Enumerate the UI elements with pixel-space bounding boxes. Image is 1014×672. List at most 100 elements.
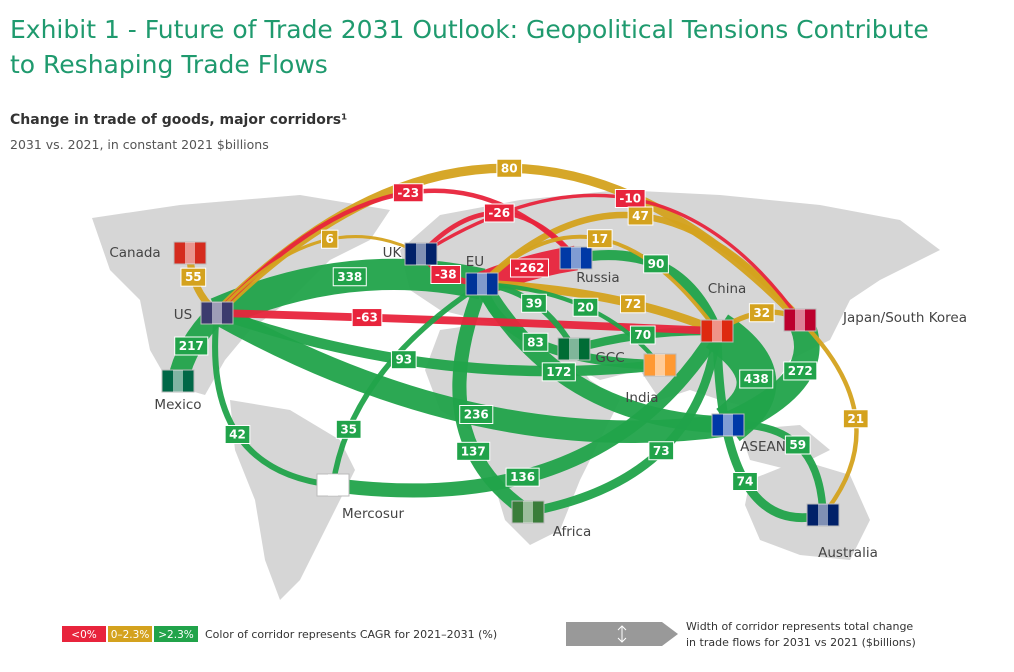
- flag-detail: [655, 354, 665, 376]
- legend: Color of corridor represents CAGR for 20…: [62, 620, 916, 649]
- value-text: 55: [185, 270, 202, 284]
- regions: Canada US Mexico UK EU Russia China Japan/South…: [109, 241, 967, 561]
- value-box: [629, 325, 656, 345]
- value-box: [521, 293, 547, 313]
- value-text: 72: [624, 297, 641, 311]
- value-label: 137: [456, 441, 491, 461]
- value-text: 236: [464, 408, 489, 422]
- value-text: 338: [337, 270, 362, 284]
- flag-detail: [212, 302, 222, 324]
- legend-note: Color of corridor represents CAGR for 20…: [205, 628, 497, 641]
- flag-detail: [795, 309, 805, 331]
- value-box: [784, 435, 811, 455]
- value-text: -23: [397, 186, 419, 200]
- flag-detail: [569, 338, 579, 360]
- region-label: Russia: [576, 270, 619, 286]
- value-text: -38: [435, 268, 457, 282]
- value-box: [572, 297, 599, 317]
- flag-detail: [712, 320, 722, 342]
- value-box: [586, 229, 613, 249]
- title-line: Exhibit 1 - Future of Trade 2031 Outlook…: [10, 15, 929, 44]
- legend-note: in trade flows for 2031 vs 2021 ($billio…: [686, 636, 916, 649]
- value-text: 80: [501, 161, 518, 175]
- value-box: [783, 361, 818, 381]
- value-label: 35: [335, 419, 362, 439]
- value-label: 42: [224, 425, 251, 444]
- value-box: [505, 467, 540, 487]
- region-label: Canada: [109, 245, 160, 261]
- value-text: 272: [788, 364, 813, 378]
- value-box: [459, 405, 494, 424]
- value-box: [739, 369, 774, 389]
- value-text: 90: [648, 257, 665, 271]
- legend-swatch: [108, 626, 152, 642]
- value-text: 217: [179, 339, 204, 353]
- flag-detail: [818, 504, 828, 526]
- value-label: -38: [430, 265, 462, 284]
- value-text: 59: [789, 438, 806, 452]
- value-label: 72: [619, 294, 646, 314]
- value-box: [180, 267, 207, 287]
- value-label: 338: [332, 267, 367, 287]
- region-label: UK: [383, 245, 403, 261]
- value-label: -23: [392, 183, 424, 203]
- flag-detail: [477, 273, 487, 295]
- corridor: [215, 308, 661, 377]
- value-box: [732, 472, 758, 491]
- region-label: Mexico: [154, 397, 201, 413]
- value-label: 70: [629, 325, 656, 345]
- value-text: -10: [619, 192, 641, 206]
- value-text: -262: [514, 261, 544, 275]
- value-label: 438: [739, 369, 774, 389]
- value-label: -63: [351, 308, 383, 328]
- value-text: 39: [526, 296, 543, 310]
- value-label: 80: [496, 158, 523, 178]
- corridor: [330, 281, 484, 486]
- value-label: 32: [748, 303, 775, 323]
- value-box: [351, 308, 383, 328]
- value-text: 73: [653, 444, 670, 458]
- value-text: 6: [326, 232, 334, 246]
- value-text: -26: [488, 206, 510, 220]
- value-box: [522, 332, 549, 352]
- value-box: [541, 362, 576, 382]
- value-text: 20: [577, 300, 594, 314]
- value-label: 20: [572, 297, 599, 317]
- value-box: [390, 350, 417, 370]
- value-label: 59: [784, 435, 811, 455]
- value-label: 83: [522, 332, 549, 352]
- value-label: -262: [509, 258, 550, 278]
- value-box: [648, 441, 675, 461]
- value-box: [619, 294, 646, 314]
- value-label: 90: [643, 254, 669, 274]
- value-label: 172: [541, 362, 576, 382]
- value-text: 438: [744, 372, 769, 386]
- flag-detail: [571, 247, 581, 269]
- value-text: 70: [634, 328, 651, 342]
- value-label: 217: [174, 336, 209, 356]
- value-label: 47: [627, 206, 654, 226]
- legend-swatch: [62, 626, 106, 642]
- flag-detail: [416, 243, 426, 265]
- flag-detail: [723, 414, 733, 436]
- value-box: [392, 183, 424, 203]
- value-box: [842, 409, 869, 429]
- value-box: [332, 267, 367, 287]
- legend-label: <0%: [71, 629, 96, 641]
- region-label: India: [625, 390, 658, 406]
- note: 2031 vs. 2021, in constant 2021 $billion…: [10, 137, 269, 152]
- value-box: [174, 336, 209, 356]
- subtitle: Change in trade of goods, major corridor…: [10, 112, 347, 128]
- value-box: [321, 229, 339, 249]
- title-line: to Reshaping Trade Flows: [10, 50, 328, 79]
- value-box: [509, 258, 550, 278]
- value-text: 136: [510, 470, 535, 484]
- legend-note: Width of corridor represents total chang…: [686, 620, 913, 633]
- south-america: [230, 400, 355, 600]
- region-label: China: [708, 281, 747, 297]
- region-label: Japan/South Korea: [842, 310, 967, 326]
- flag-detail: [328, 474, 338, 496]
- value-box: [643, 254, 669, 274]
- legend-label: >2.3%: [158, 629, 193, 641]
